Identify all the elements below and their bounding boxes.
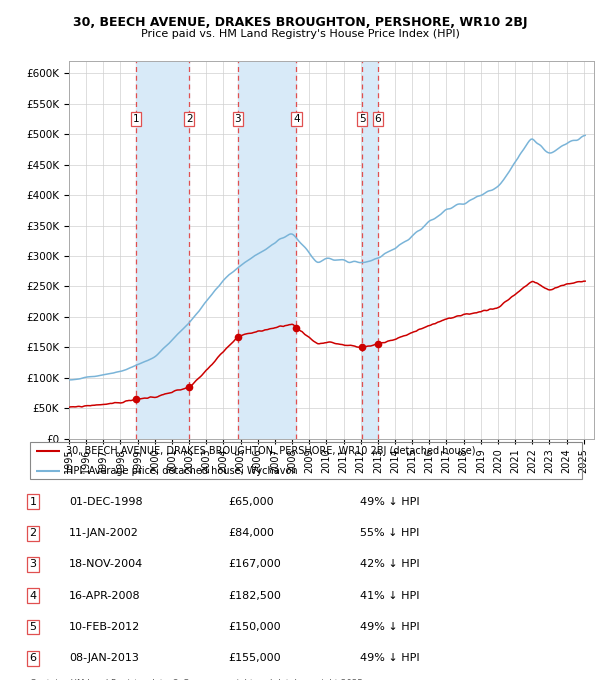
Text: 49% ↓ HPI: 49% ↓ HPI bbox=[360, 653, 419, 663]
Text: 49% ↓ HPI: 49% ↓ HPI bbox=[360, 497, 419, 507]
Text: 2: 2 bbox=[29, 528, 37, 538]
Text: 1: 1 bbox=[29, 497, 37, 507]
Text: £155,000: £155,000 bbox=[228, 653, 281, 663]
Bar bbox=[362, 61, 378, 439]
Text: 30, BEECH AVENUE, DRAKES BROUGHTON, PERSHORE, WR10 2BJ (detached house): 30, BEECH AVENUE, DRAKES BROUGHTON, PERS… bbox=[66, 446, 475, 456]
Text: 5: 5 bbox=[359, 114, 365, 124]
Text: 30, BEECH AVENUE, DRAKES BROUGHTON, PERSHORE, WR10 2BJ: 30, BEECH AVENUE, DRAKES BROUGHTON, PERS… bbox=[73, 16, 527, 29]
Text: 6: 6 bbox=[374, 114, 381, 124]
Text: 4: 4 bbox=[29, 591, 37, 600]
Text: £150,000: £150,000 bbox=[228, 622, 281, 632]
Text: 16-APR-2008: 16-APR-2008 bbox=[69, 591, 140, 600]
Text: 10-FEB-2012: 10-FEB-2012 bbox=[69, 622, 140, 632]
Text: 42% ↓ HPI: 42% ↓ HPI bbox=[360, 560, 419, 569]
Text: £182,500: £182,500 bbox=[228, 591, 281, 600]
Text: £167,000: £167,000 bbox=[228, 560, 281, 569]
Bar bbox=[238, 61, 296, 439]
Text: 49% ↓ HPI: 49% ↓ HPI bbox=[360, 622, 419, 632]
Text: 41% ↓ HPI: 41% ↓ HPI bbox=[360, 591, 419, 600]
Text: 1: 1 bbox=[133, 114, 140, 124]
Text: 3: 3 bbox=[29, 560, 37, 569]
Text: HPI: Average price, detached house, Wychavon: HPI: Average price, detached house, Wych… bbox=[66, 466, 298, 476]
Text: 11-JAN-2002: 11-JAN-2002 bbox=[69, 528, 139, 538]
Text: 5: 5 bbox=[29, 622, 37, 632]
Text: 18-NOV-2004: 18-NOV-2004 bbox=[69, 560, 143, 569]
Text: 55% ↓ HPI: 55% ↓ HPI bbox=[360, 528, 419, 538]
Text: 08-JAN-2013: 08-JAN-2013 bbox=[69, 653, 139, 663]
Text: 6: 6 bbox=[29, 653, 37, 663]
Text: Contains HM Land Registry data © Crown copyright and database right 2025.: Contains HM Land Registry data © Crown c… bbox=[30, 679, 365, 680]
Bar bbox=[136, 61, 189, 439]
Text: Price paid vs. HM Land Registry's House Price Index (HPI): Price paid vs. HM Land Registry's House … bbox=[140, 29, 460, 39]
Text: £84,000: £84,000 bbox=[228, 528, 274, 538]
Text: 2: 2 bbox=[186, 114, 193, 124]
Text: 01-DEC-1998: 01-DEC-1998 bbox=[69, 497, 143, 507]
Text: 4: 4 bbox=[293, 114, 299, 124]
Text: £65,000: £65,000 bbox=[228, 497, 274, 507]
Text: 3: 3 bbox=[235, 114, 241, 124]
